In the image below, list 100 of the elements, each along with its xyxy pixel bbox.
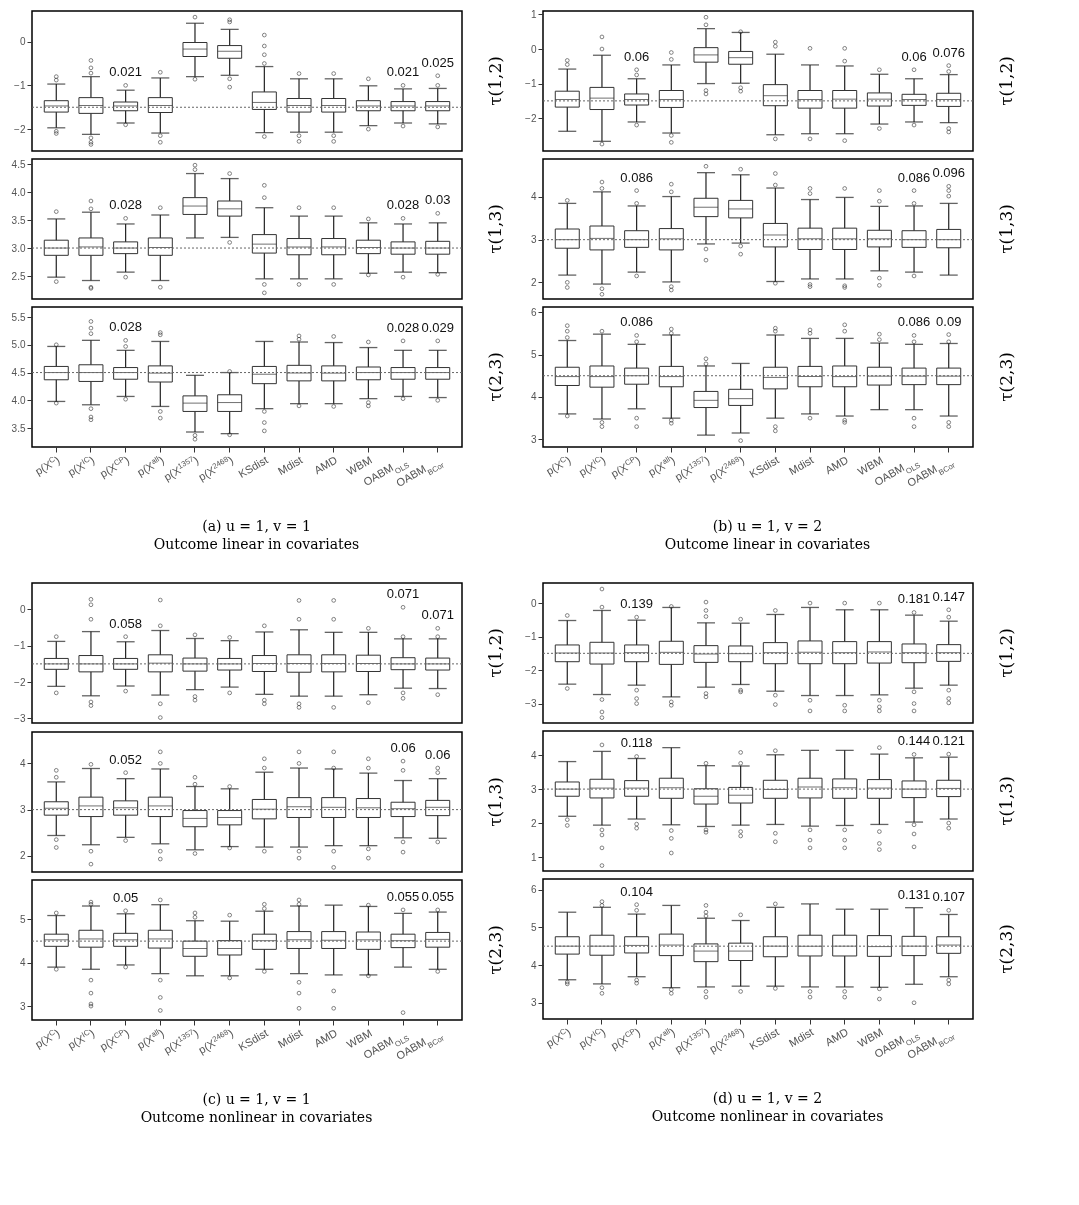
text: 0.107 bbox=[932, 889, 965, 905]
text: Outcome nonlinear in covariates bbox=[140, 1108, 373, 1125]
y-tick-label: 3 bbox=[19, 804, 26, 816]
text: 0.025 bbox=[421, 54, 454, 70]
x-tick-label: AMD bbox=[823, 453, 851, 477]
y2-axis-title: τ(1,3) bbox=[995, 776, 1016, 826]
text: 0.139 bbox=[620, 596, 653, 612]
text: 0.118 bbox=[620, 735, 653, 751]
text: 0.055 bbox=[386, 888, 420, 904]
y-tick-label: 4.5 bbox=[11, 158, 26, 170]
y-tick-label: 2 bbox=[530, 276, 537, 288]
y2-axis-title: τ(1,2) bbox=[995, 56, 1016, 106]
text: 0.028 bbox=[386, 197, 420, 213]
y-tick-label: 4 bbox=[19, 957, 26, 969]
text: 0.058 bbox=[109, 615, 142, 631]
y2-axis-title: τ(2,3) bbox=[484, 925, 505, 975]
y2-axis-title: τ(1,3) bbox=[484, 204, 505, 254]
y-tick-label: 1 bbox=[530, 8, 537, 20]
y-tick-label: 3 bbox=[530, 997, 537, 1009]
y2-axis-title: τ(1,2) bbox=[484, 628, 505, 678]
y-tick-label: 3.0 bbox=[11, 242, 26, 254]
y2-axis-title: τ(2,3) bbox=[484, 352, 505, 402]
y-tick-label: 4.0 bbox=[11, 394, 26, 406]
x-tick-label: Mdist bbox=[786, 453, 816, 478]
text: 0.086 bbox=[897, 314, 931, 330]
text: 0.147 bbox=[932, 588, 965, 604]
y-tick-label: 6 bbox=[530, 306, 537, 318]
y-tick-label: 2 bbox=[19, 850, 26, 862]
y-tick-label: 3.5 bbox=[11, 214, 26, 226]
y-tick-label: 5.5 bbox=[11, 311, 26, 323]
y-tick-label: 4 bbox=[19, 757, 26, 769]
text: 0.09 bbox=[936, 313, 962, 329]
y-tick-label: 0 bbox=[19, 603, 26, 615]
text: 0.071 bbox=[421, 607, 454, 623]
text: 0.131 bbox=[897, 886, 931, 902]
y-tick-label: −1 bbox=[525, 78, 537, 90]
text: 0.028 bbox=[386, 319, 420, 335]
y-tick-label: 6 bbox=[530, 884, 537, 896]
y-tick-label: 2.5 bbox=[11, 270, 26, 282]
y-tick-label: 0 bbox=[530, 43, 537, 55]
y-tick-label: 3.5 bbox=[11, 422, 26, 434]
x-tick-label: AMD bbox=[823, 1025, 851, 1049]
y-tick-label: 0 bbox=[19, 36, 26, 48]
text: 0.096 bbox=[932, 165, 965, 181]
y2-axis-title: τ(1,2) bbox=[484, 56, 505, 106]
text: 0.028 bbox=[109, 319, 142, 335]
text: Outcome linear in covariates bbox=[664, 535, 871, 552]
x-tick-label: AMD bbox=[312, 453, 340, 477]
text: 0.104 bbox=[620, 883, 653, 899]
text: 0.029 bbox=[421, 319, 454, 335]
text: (b) u = 1, v = 2 bbox=[712, 517, 823, 534]
y-tick-label: 4.0 bbox=[11, 186, 26, 198]
y2-axis-title: τ(2,3) bbox=[995, 352, 1016, 402]
y-tick-label: 1 bbox=[530, 851, 537, 863]
text: 0.121 bbox=[932, 733, 965, 749]
y2-axis-title: τ(2,3) bbox=[995, 924, 1016, 974]
text: 0.028 bbox=[109, 197, 142, 213]
text: 0.086 bbox=[897, 169, 931, 185]
text: 0.06 bbox=[425, 747, 451, 763]
y-tick-label: 3 bbox=[530, 783, 537, 795]
y2-axis-title: τ(1,2) bbox=[995, 628, 1016, 678]
text: 0.181 bbox=[897, 591, 931, 607]
text: Outcome linear in covariates bbox=[153, 535, 360, 552]
y-tick-label: −2 bbox=[14, 123, 26, 135]
y-tick-label: 0 bbox=[530, 597, 537, 609]
y-tick-label: −1 bbox=[14, 640, 26, 652]
text: 0.06 bbox=[390, 740, 416, 756]
text: 0.086 bbox=[620, 314, 653, 330]
y-tick-label: 2 bbox=[530, 817, 537, 829]
text: (a) u = 1, v = 1 bbox=[202, 517, 311, 534]
text: 0.086 bbox=[620, 169, 653, 185]
x-tick-label: Mdist bbox=[275, 453, 305, 478]
y-tick-label: −2 bbox=[525, 664, 537, 676]
text: 0.021 bbox=[386, 64, 420, 80]
y-tick-label: 4.5 bbox=[11, 367, 26, 379]
y-tick-label: 4 bbox=[530, 749, 537, 761]
y-tick-label: −1 bbox=[525, 631, 537, 643]
text: 0.06 bbox=[901, 48, 927, 64]
text: 0.144 bbox=[897, 733, 931, 749]
text: Outcome nonlinear in covariates bbox=[651, 1107, 884, 1124]
text: 0.071 bbox=[386, 586, 420, 602]
text: 0.076 bbox=[932, 44, 965, 60]
text: (d) u = 1, v = 2 bbox=[712, 1089, 823, 1106]
x-tick-label: Mdist bbox=[275, 1026, 305, 1051]
y-tick-label: −2 bbox=[525, 112, 537, 124]
y-tick-label: 5 bbox=[530, 349, 537, 361]
y2-axis-title: τ(1,3) bbox=[995, 204, 1016, 254]
text: 0.05 bbox=[112, 889, 139, 905]
y2-axis-title: τ(1,3) bbox=[484, 777, 505, 827]
y-tick-label: −3 bbox=[525, 698, 537, 710]
text: 0.06 bbox=[623, 48, 650, 64]
y-tick-label: 3 bbox=[530, 433, 537, 445]
text: 0.03 bbox=[425, 192, 451, 208]
y-tick-label: 3 bbox=[530, 234, 537, 246]
text: 0.021 bbox=[109, 64, 142, 80]
y-tick-label: 4 bbox=[530, 959, 537, 971]
y-tick-label: 3 bbox=[19, 1000, 26, 1012]
x-tick-label: AMD bbox=[312, 1026, 340, 1050]
text: (c) u = 1, v = 1 bbox=[202, 1090, 311, 1107]
y-tick-label: −2 bbox=[14, 676, 26, 688]
